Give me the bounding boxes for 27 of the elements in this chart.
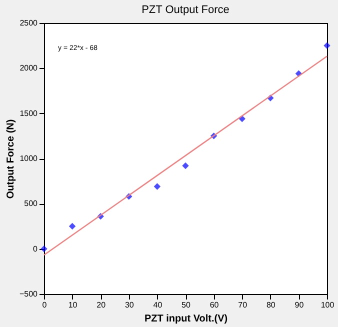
x-tick-label: 0 [42,300,48,310]
point [182,162,189,170]
x-tick-label: 70 [238,300,248,310]
y-tick-label: 2500 [20,18,38,28]
chart-title: PZT Output Force [142,4,230,16]
x-tick-label: 90 [294,300,304,310]
x-tick-label: 30 [124,300,134,310]
point [324,42,330,49]
point [68,222,76,230]
x-tick-label: 10 [68,300,78,310]
y-tick-label: 500 [24,199,38,208]
y-tick-label: 1500 [20,108,38,118]
y-axis-title: Output Force (N) [5,119,16,199]
point [40,245,48,252]
x-tick-label: 80 [266,300,276,310]
y-tick-label: 0 [33,244,38,254]
y-tick-label: 2000 [20,64,38,73]
x-tick-label: 100 [320,300,335,310]
y-tick-label: −500 [19,290,38,298]
point [238,115,246,122]
y-tick-label: 1000 [20,154,38,163]
x-tick-label: 50 [182,300,191,310]
x-tick-label: 60 [210,300,220,310]
x-tick-label: 40 [153,300,163,310]
point [154,183,161,190]
x-tick-label: 20 [96,300,106,310]
x-axis-title: PZT input Volt.(V) [144,314,228,324]
